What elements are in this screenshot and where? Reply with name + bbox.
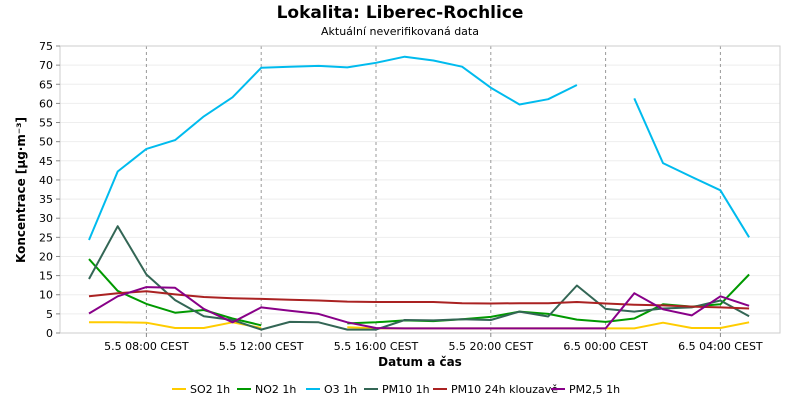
series-line <box>88 225 750 331</box>
legend-item: PM2,5 1h <box>551 383 620 396</box>
y-tick-label: 60 <box>39 97 53 110</box>
x-tick-label: 5.5 20:00 CEST <box>449 340 534 353</box>
chart-subtitle: Aktuální neverifikovaná data <box>321 25 479 38</box>
legend-item: SO2 1h <box>172 383 230 396</box>
y-tick-label: 50 <box>39 136 53 149</box>
x-tick-label: 6.5 04:00 CEST <box>678 340 763 353</box>
series-line <box>88 290 750 310</box>
x-tick-label: 5.5 16:00 CEST <box>334 340 419 353</box>
y-tick-label: 65 <box>39 78 53 91</box>
series-line <box>633 97 750 238</box>
y-tick-label: 25 <box>39 231 53 244</box>
series-5 <box>88 290 750 310</box>
grid <box>60 45 780 334</box>
x-tick-label: 5.5 12:00 CEST <box>219 340 304 353</box>
series-line <box>88 286 750 330</box>
legend-label: PM10 24h klouzavě <box>451 383 558 396</box>
plot-frame <box>59 45 781 334</box>
legend-label: PM10 1h <box>382 383 430 396</box>
y-tick-label: 55 <box>39 117 53 130</box>
y-tick-label: 40 <box>39 174 53 187</box>
y-tick-label: 20 <box>39 250 53 263</box>
y-tick-label: 75 <box>39 40 53 53</box>
legend-item: PM10 24h klouzavě <box>433 383 558 396</box>
y-tick-label: 15 <box>39 270 53 283</box>
legend-label: PM2,5 1h <box>569 383 620 396</box>
y-tick-label: 30 <box>39 212 53 225</box>
series-line <box>89 321 262 329</box>
series-4 <box>88 225 750 331</box>
y-tick-label: 35 <box>39 193 53 206</box>
series-line <box>88 55 578 241</box>
series-line <box>88 258 262 327</box>
x-axis-title: Datum a čas <box>378 355 462 369</box>
y-tick-label: 45 <box>39 155 53 168</box>
series-3 <box>88 55 750 241</box>
series-layer <box>88 55 750 331</box>
y-tick-label: 10 <box>39 289 53 302</box>
x-axis-ticks: 5.5 08:00 CEST 5.5 12:00 CEST 5.5 16:00 CE… <box>104 333 763 353</box>
legend: SO2 1h NO2 1h O3 1h PM10 1h PM10 24h klouzav… <box>172 383 620 396</box>
y-axis-title: Koncentrace [µg·m⁻³] <box>14 117 28 263</box>
y-tick-label: 5 <box>46 308 53 321</box>
legend-label: SO2 1h <box>190 383 230 396</box>
series-2 <box>88 258 750 327</box>
chart-title: Lokalita: Liberec-Rochlice <box>277 3 524 23</box>
legend-item: O3 1h <box>306 383 357 396</box>
legend-item: NO2 1h <box>237 383 296 396</box>
x-tick-label: 6.5 00:00 CEST <box>563 340 648 353</box>
series-6 <box>88 286 750 330</box>
legend-item: PM10 1h <box>364 383 430 396</box>
y-axis-ticks: 0 5 10 15 20 25 30 35 40 45 50 55 60 65 70 75 <box>39 40 60 340</box>
legend-label: NO2 1h <box>255 383 296 396</box>
legend-label: O3 1h <box>324 383 357 396</box>
y-tick-label: 0 <box>46 327 53 340</box>
y-tick-label: 70 <box>39 59 53 72</box>
x-tick-label: 5.5 08:00 CEST <box>104 340 189 353</box>
